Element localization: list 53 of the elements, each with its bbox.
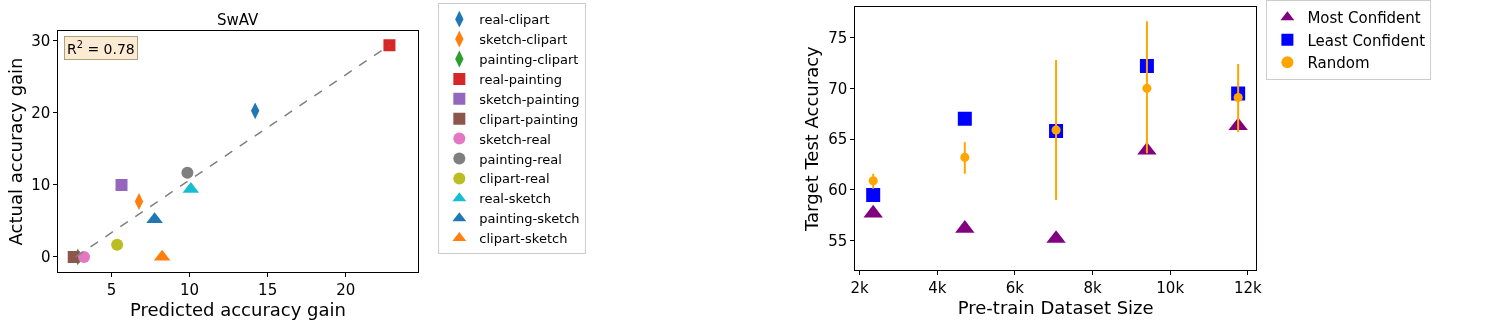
point — [957, 111, 972, 126]
legend-label: sketch-clipart — [479, 32, 568, 48]
legend-label: real-sketch — [479, 191, 551, 207]
y-tick-label: 55 — [828, 231, 848, 250]
legend-label: sketch-real — [479, 131, 551, 147]
point — [146, 212, 163, 224]
x-tick-label: 2k — [850, 279, 870, 298]
point — [383, 39, 396, 52]
point — [115, 178, 128, 191]
x-tick-label: 12k — [1233, 279, 1263, 298]
legend-label: real-clipart — [479, 12, 550, 28]
y-axis-title: Actual accuracy gain — [4, 57, 26, 246]
point — [863, 204, 883, 218]
x-tick-label: 5 — [106, 281, 117, 300]
legend-label: clipart-painting — [479, 111, 579, 127]
y-tick-label: 0 — [40, 248, 51, 267]
x-tick-label: 10k — [1156, 279, 1185, 298]
legend-label: clipart-sketch — [479, 231, 568, 247]
x-tick-label: 15 — [258, 281, 278, 300]
y-tick-label: 70 — [828, 79, 848, 98]
x-tick-label: 4k — [928, 279, 947, 298]
x-tick-label: 20 — [336, 281, 356, 300]
y-tick-label: 60 — [828, 181, 848, 200]
x-tick-label: 6k — [1005, 279, 1025, 298]
y-tick-label: 30 — [31, 32, 51, 51]
x-axis-title: Predicted accuracy gain — [129, 299, 346, 321]
y-tick-label: 10 — [31, 176, 51, 195]
chart-title: SwAV — [217, 11, 260, 29]
legend-label: Most Confident — [1307, 9, 1421, 28]
point — [866, 187, 881, 202]
legend-label: painting-sketch — [479, 211, 580, 227]
point — [1142, 83, 1152, 93]
legend-label: painting-clipart — [479, 52, 579, 68]
x-axis-title: Pre-train Dataset Size — [957, 297, 1154, 319]
annotation: R$^{2}$ = 0.78 — [67, 39, 135, 57]
legend-label: real-painting — [479, 71, 562, 87]
y-axis-title: Target Test Accuracy — [801, 45, 823, 232]
legend-label: clipart-real — [479, 171, 550, 187]
legend-label: sketch-painting — [479, 91, 580, 107]
point — [960, 152, 970, 162]
point — [1233, 92, 1243, 103]
x-tick-label: 8k — [1083, 279, 1102, 298]
point — [181, 166, 194, 179]
legend-label: painting-real — [479, 151, 562, 167]
point — [868, 176, 878, 186]
legend-label: Random — [1307, 54, 1370, 73]
y-tick-label: 20 — [31, 104, 51, 123]
y-tick-label: 65 — [828, 130, 848, 149]
legend-label: Least Confident — [1307, 31, 1426, 50]
point — [111, 238, 124, 251]
x-tick-label: 10 — [180, 281, 200, 300]
y-tick-label: 75 — [828, 28, 848, 47]
point — [78, 250, 91, 263]
